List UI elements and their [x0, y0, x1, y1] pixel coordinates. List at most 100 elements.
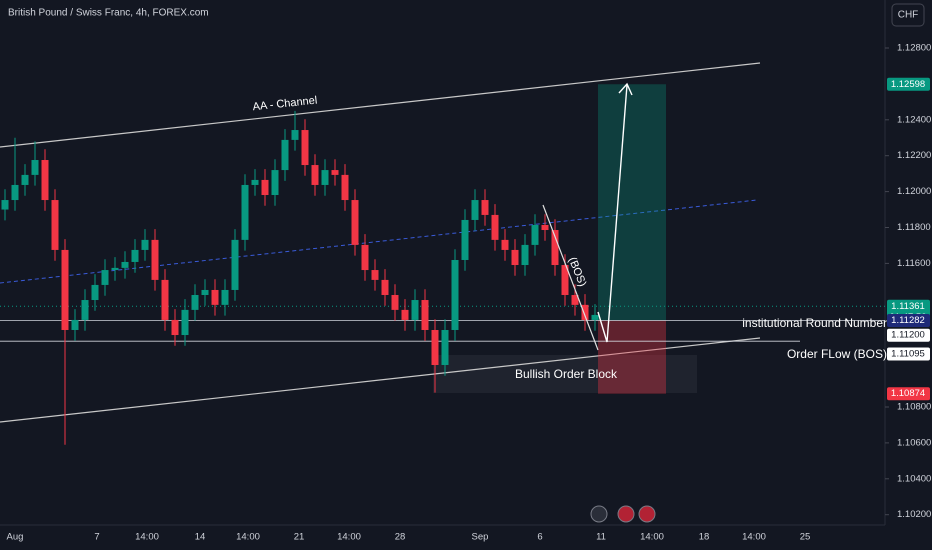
channel-mid — [0, 199, 758, 284]
price-tick-label: 1.12800 — [897, 43, 931, 54]
candle-body — [351, 200, 359, 245]
candle-body — [581, 304, 589, 320]
time-tick-label: 14:00 — [742, 532, 766, 543]
currency-label[interactable]: CHF — [898, 10, 919, 21]
price-tick-label: 1.10600 — [897, 437, 931, 448]
price-tick-label: 1.12200 — [897, 150, 931, 161]
time-tick-label: 14:00 — [236, 532, 260, 543]
price-tick-label: 1.10800 — [897, 402, 931, 413]
price-tag-label: 1.12598 — [891, 79, 925, 90]
candle-body — [191, 294, 199, 310]
price-tick-label: 1.12400 — [897, 114, 931, 125]
candle-body — [491, 214, 499, 240]
candle-body — [401, 309, 409, 320]
channel-upper — [0, 62, 761, 148]
price-tag-label: 1.11200 — [891, 330, 925, 341]
time-tick-label: 21 — [294, 532, 305, 543]
order-block-zone — [433, 355, 697, 393]
price-tag-label: 1.11361 — [891, 301, 925, 312]
time-tick-label: 14:00 — [640, 532, 664, 543]
price-tick-label: 1.11800 — [897, 222, 931, 233]
candle-body — [121, 261, 129, 268]
currency-button[interactable] — [891, 3, 925, 27]
price-tag-label: 1.11282 — [891, 315, 925, 326]
channel-lower — [0, 337, 761, 423]
time-tick-label: 14:00 — [135, 532, 159, 543]
candle-body — [41, 160, 49, 201]
candle-body — [321, 170, 329, 185]
event-icons — [590, 505, 656, 523]
time-tick-label: 25 — [800, 532, 811, 543]
candle-body — [151, 239, 159, 280]
stop-zone — [598, 320, 666, 394]
candle-body — [291, 130, 299, 140]
time-tick-label: 7 — [94, 532, 99, 543]
candle-body — [21, 174, 29, 185]
candle-body — [471, 200, 479, 220]
candle-body — [101, 270, 109, 285]
price-tag-label: 1.11095 — [891, 349, 925, 360]
candle-body — [531, 224, 539, 245]
time-tick-label: 18 — [699, 532, 710, 543]
projection-arrow — [597, 84, 628, 343]
candle-body — [271, 170, 279, 196]
candle-body — [241, 184, 249, 240]
candle-body — [421, 300, 429, 330]
candle-body — [521, 244, 529, 266]
candle-body — [61, 249, 69, 330]
price-tag — [887, 313, 930, 327]
candle-body — [221, 289, 229, 305]
candle-body — [571, 294, 579, 305]
price-tag — [887, 347, 930, 361]
time-tick-label: 28 — [395, 532, 406, 543]
candle-body — [231, 239, 239, 290]
price-tick-label: 1.10200 — [897, 509, 931, 520]
candle-body — [11, 184, 19, 201]
order-block-label: Bullish Order Block — [515, 367, 618, 381]
candle-body — [91, 284, 99, 301]
candle-body — [31, 160, 39, 175]
candle-body — [391, 294, 399, 310]
symbol-title: British Pound / Swiss Franc, 4h, FOREX.c… — [8, 8, 209, 19]
candle-body — [451, 259, 459, 330]
event-icon[interactable] — [638, 505, 656, 523]
round-number-label: institutional Round Number — [742, 316, 887, 330]
candle-body — [111, 267, 119, 271]
candle-body — [211, 289, 219, 305]
candle-body — [541, 224, 549, 231]
candle-body — [511, 249, 519, 266]
candle-body — [51, 200, 59, 250]
price-tick-label: 1.11600 — [897, 258, 931, 269]
candle-body — [311, 165, 319, 185]
candle-body — [201, 289, 209, 295]
candle-body — [251, 179, 259, 185]
time-tick-label: Sep — [472, 532, 489, 543]
candle-body — [81, 300, 89, 320]
time-tick-label: 14:00 — [337, 532, 361, 543]
price-tick-label: 1.12000 — [897, 186, 931, 197]
candle-body — [161, 279, 169, 320]
event-icon[interactable] — [590, 505, 608, 523]
time-tick-label: 14 — [195, 532, 206, 543]
candle-body — [181, 309, 189, 336]
price-tag — [887, 328, 930, 342]
candle-body — [411, 300, 419, 320]
candle-body — [141, 239, 149, 250]
candle-body — [551, 230, 559, 266]
candle-body — [281, 139, 289, 171]
event-icon[interactable] — [617, 505, 635, 523]
candle-body — [261, 179, 269, 196]
time-tick-label: 11 — [596, 532, 606, 543]
arrow-head — [618, 82, 633, 96]
candle-body — [301, 130, 309, 166]
order-flow-label: Order FLow (BOS) — [787, 347, 887, 361]
candle-body — [171, 319, 179, 336]
bos-line — [542, 204, 599, 351]
candle-body — [361, 244, 369, 271]
price-tag — [887, 77, 930, 91]
candle-body — [71, 319, 79, 330]
candle-body — [481, 200, 489, 215]
candle-body — [431, 329, 439, 365]
